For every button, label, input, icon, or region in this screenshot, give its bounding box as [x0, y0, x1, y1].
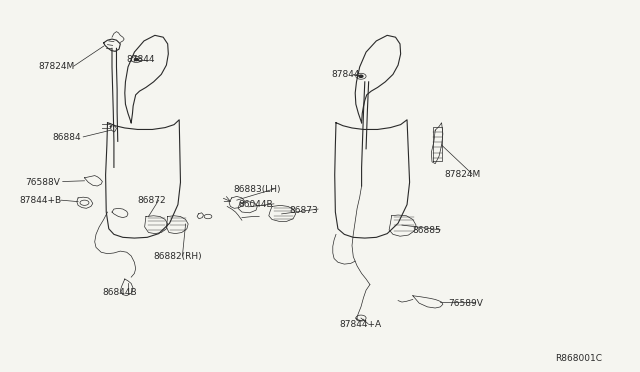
Text: 86872: 86872 — [138, 196, 166, 205]
Text: 87844+B: 87844+B — [19, 196, 61, 205]
Text: 87844+A: 87844+A — [339, 320, 381, 329]
Text: 86044B: 86044B — [238, 200, 273, 209]
Text: 86884: 86884 — [52, 133, 81, 142]
Text: 86882(RH): 86882(RH) — [154, 252, 202, 261]
Text: 76589V: 76589V — [448, 299, 483, 308]
Text: 86883(LH): 86883(LH) — [234, 185, 281, 194]
Text: R868001C: R868001C — [556, 355, 602, 363]
Text: 86885: 86885 — [413, 226, 442, 235]
Text: 87824M: 87824M — [445, 170, 481, 179]
Text: 87844: 87844 — [332, 70, 360, 79]
Text: 86844B: 86844B — [102, 288, 137, 296]
Text: 76588V: 76588V — [26, 178, 60, 187]
Circle shape — [134, 58, 138, 61]
Text: 87844: 87844 — [127, 55, 156, 64]
Text: 87824M: 87824M — [38, 62, 75, 71]
Text: 86873: 86873 — [289, 206, 318, 215]
Circle shape — [359, 75, 363, 77]
